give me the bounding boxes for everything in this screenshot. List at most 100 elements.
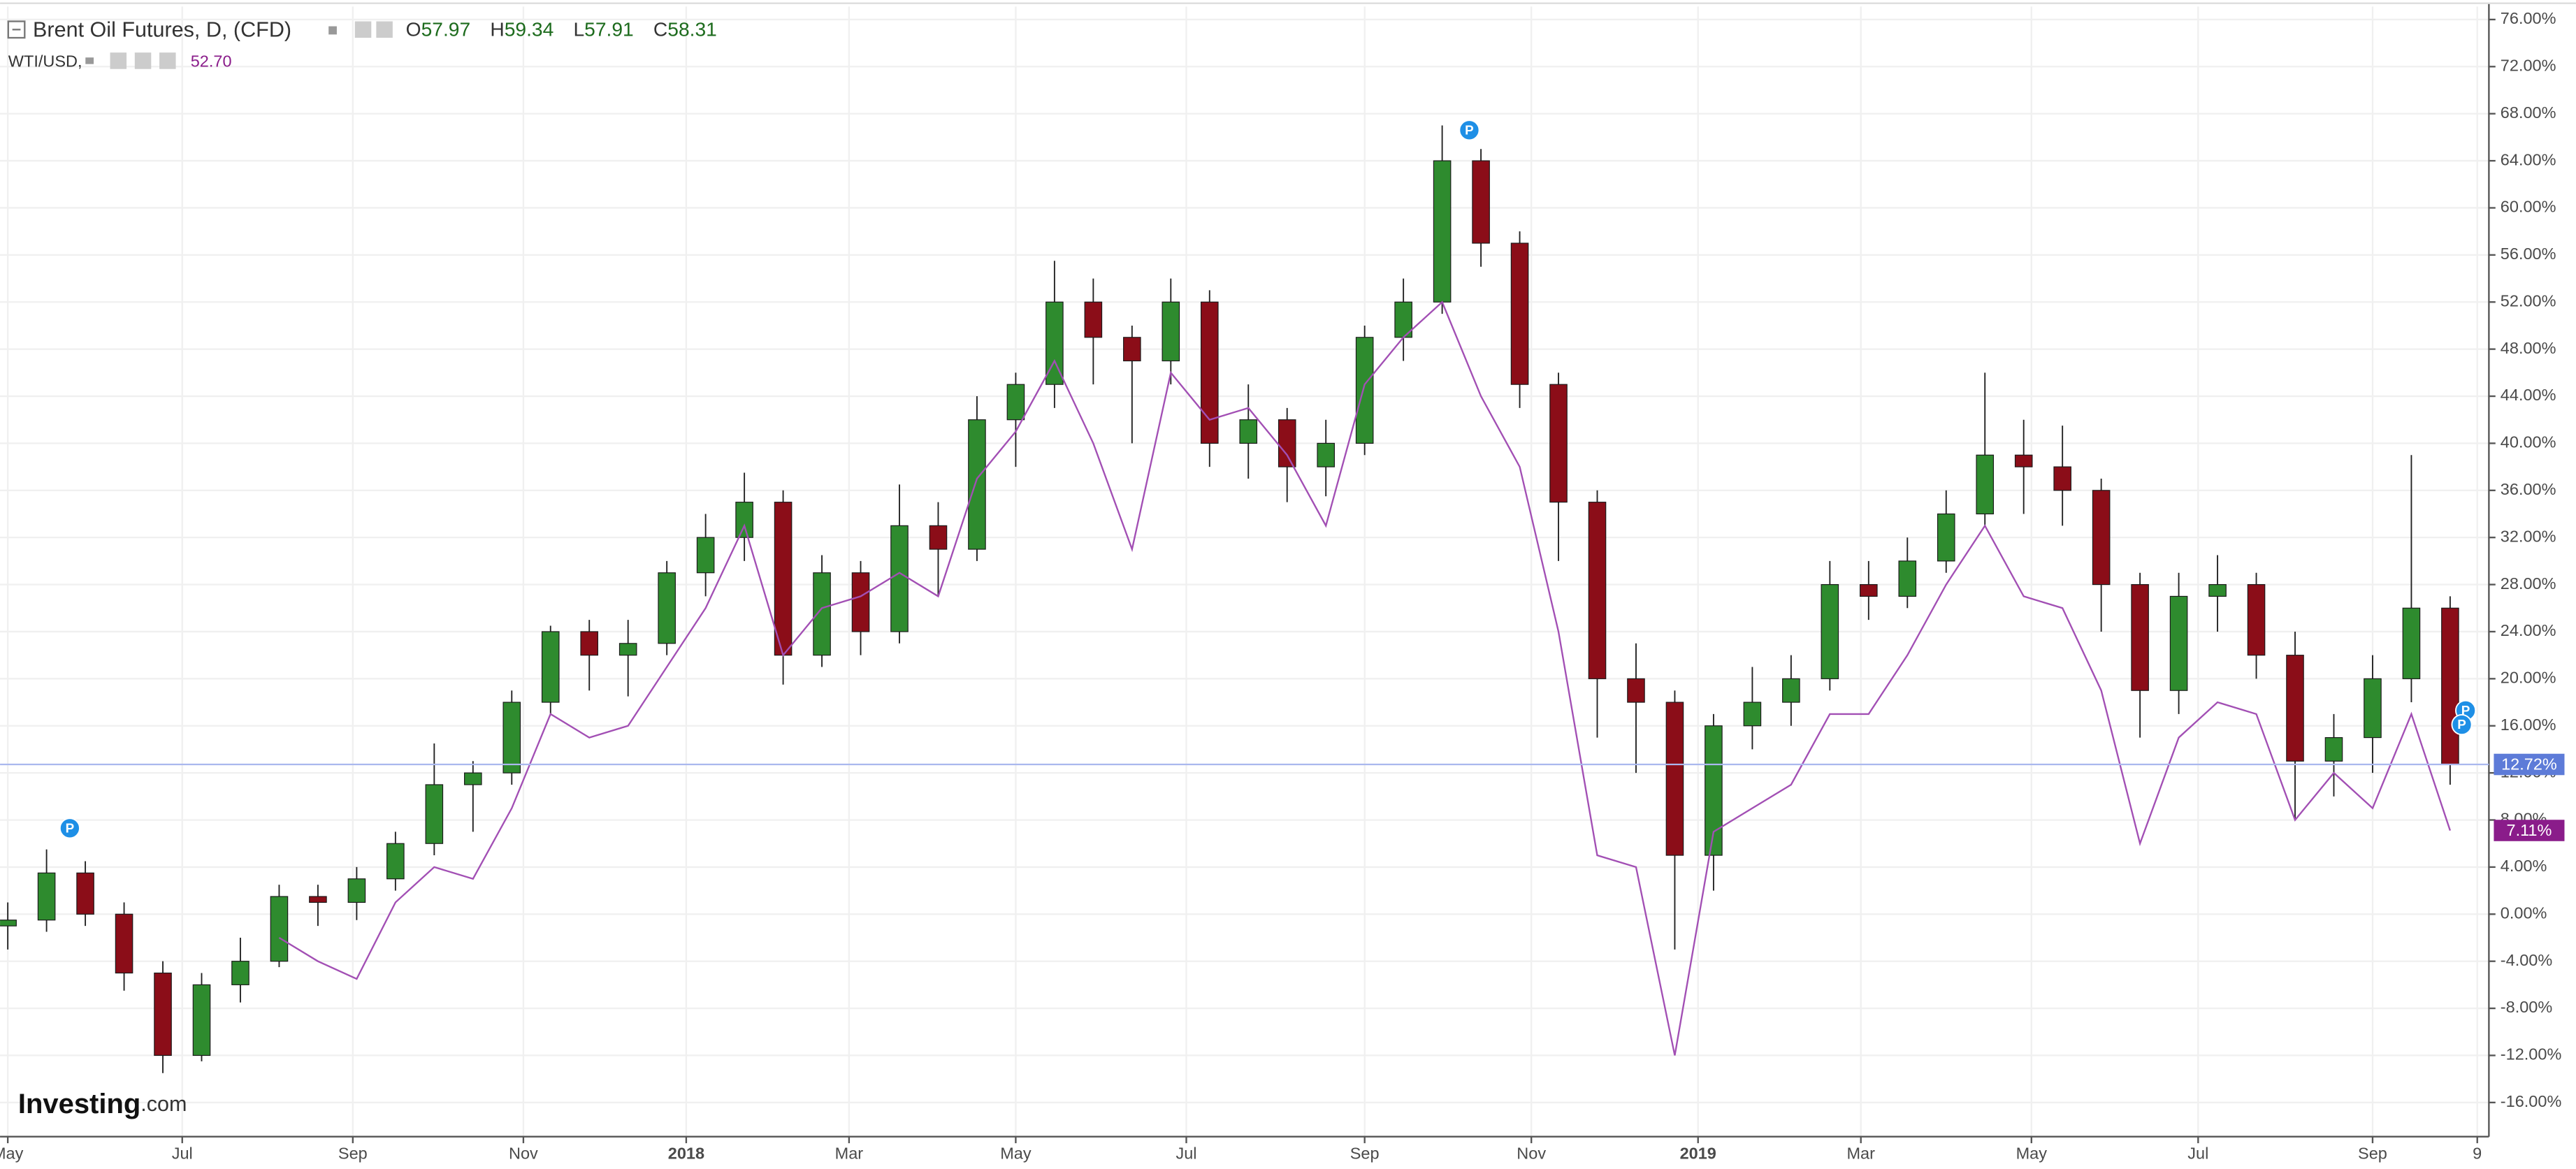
candle-body (1162, 301, 1180, 362)
candle-body (309, 896, 327, 903)
x-tick-label: Sep (2358, 1145, 2387, 1163)
line-series (278, 300, 2452, 1056)
x-tick-label: 9 (2473, 1145, 2482, 1163)
candle-body (1006, 384, 1025, 421)
candle-body (464, 772, 482, 785)
legend-ohlc-key: H (490, 18, 504, 41)
legend-ohlc-item: L57.91 (573, 18, 633, 41)
candle-body (929, 525, 948, 550)
candle-body (2324, 736, 2343, 762)
x-tick-label: Jul (172, 1145, 193, 1163)
legend-ohlc-item: H59.34 (490, 18, 553, 41)
series-title: Brent Oil Futures, D, (CFD) (33, 18, 291, 42)
candle-body (696, 537, 715, 574)
legend-ohlc-key: L (573, 18, 584, 41)
last-value-label: 7.11% (2507, 821, 2552, 839)
event-marker (59, 818, 80, 839)
event-marker (2451, 714, 2473, 736)
legend-ohlc-value: 58.31 (667, 18, 717, 41)
candle-body (1239, 419, 1258, 444)
settings-icon[interactable] (354, 21, 372, 38)
candle-body (2208, 583, 2227, 597)
candle-body (2286, 655, 2304, 762)
y-tick-label: 0.00% (2501, 903, 2547, 922)
candle-body (154, 972, 172, 1057)
y-tick-label: 44.00% (2501, 386, 2556, 404)
candle-body (1743, 702, 1762, 727)
y-tick-label: 32.00% (2501, 527, 2556, 545)
x-tick-label: Sep (338, 1145, 368, 1163)
x-tick-label: 2018 (668, 1145, 704, 1163)
event-marker-label: P (66, 820, 75, 835)
candle-body (2169, 595, 2188, 691)
close-icon[interactable] (159, 52, 176, 69)
settings-icon[interactable] (376, 21, 393, 38)
candle-body (192, 984, 211, 1057)
legend-value: 52.70 (191, 52, 232, 71)
collapse-icon[interactable] (7, 20, 26, 39)
event-marker (1459, 119, 1480, 141)
settings-icon[interactable] (110, 52, 127, 69)
candle-body (851, 572, 870, 632)
x-tick-label: May (0, 1145, 24, 1163)
legend-ohlc-key: O (406, 18, 421, 41)
candle-body (618, 643, 637, 656)
header-icons (85, 21, 393, 69)
x-tick-label: 2019 (1680, 1145, 1716, 1163)
legend-ohlc-key: C (653, 18, 667, 41)
candle-body (580, 631, 599, 656)
candle-body (1976, 454, 1995, 515)
x-tick-label: May (2016, 1145, 2048, 1163)
candle-body (968, 419, 986, 550)
candle-body (1472, 160, 1490, 244)
candle-body (2092, 490, 2111, 586)
series-title: WTI/USD, (8, 52, 82, 71)
x-tick-label: May (1000, 1145, 1032, 1163)
last-value-box (2494, 753, 2565, 776)
legend-ohlc-value: 59.34 (505, 18, 554, 41)
y-tick-label: 48.00% (2501, 339, 2556, 357)
candle-body (1510, 242, 1529, 385)
x-tick-label: Sep (1350, 1145, 1380, 1163)
settings-icon[interactable] (134, 52, 152, 69)
legend-ohlc-value: 57.91 (584, 18, 634, 41)
logo-suffix: .com (140, 1092, 187, 1116)
y-tick-label: 24.00% (2501, 621, 2556, 639)
y-tick-label: 60.00% (2501, 198, 2556, 216)
y-tick-label: 68.00% (2501, 103, 2556, 122)
y-tick-label: 16.00% (2501, 716, 2556, 734)
candle-body (1898, 560, 1917, 597)
candle-body (1782, 678, 1800, 703)
y-tick-label: -12.00% (2501, 1045, 2562, 1063)
y-tick-label: 52.00% (2501, 291, 2556, 310)
candle-body (37, 872, 56, 921)
candle-body (2364, 678, 2382, 739)
y-tick-label: 20.00% (2501, 669, 2556, 687)
candle-body (1317, 442, 1335, 467)
y-tick-label: -16.00% (2501, 1092, 2562, 1110)
candle-body (2053, 466, 2071, 491)
y-tick-label: 4.00% (2501, 857, 2547, 875)
candle-body (1123, 337, 1141, 362)
event-marker-label: P (2461, 703, 2470, 718)
y-tick-label: 72.00% (2501, 57, 2556, 75)
last-value-box (2494, 820, 2565, 841)
candle-body (658, 572, 676, 644)
candle-body (1084, 301, 1103, 338)
dropdown-icon[interactable] (85, 57, 94, 64)
y-tick-label: 76.00% (2501, 9, 2556, 27)
event-marker-label: P (1465, 122, 1474, 137)
dropdown-icon[interactable] (328, 26, 337, 35)
legend-ohlc-value: 57.97 (421, 18, 471, 41)
logo: Investing.com (18, 1089, 187, 1119)
candle-body (890, 525, 909, 632)
candle-body (347, 878, 366, 903)
candle-body (1549, 384, 1568, 503)
y-tick-label: -4.00% (2501, 951, 2553, 969)
y-tick-label: 36.00% (2501, 480, 2556, 498)
candle-body (813, 572, 831, 656)
candle-body (2014, 454, 2033, 467)
candle-body (2402, 607, 2421, 679)
candle-body (2247, 583, 2266, 656)
